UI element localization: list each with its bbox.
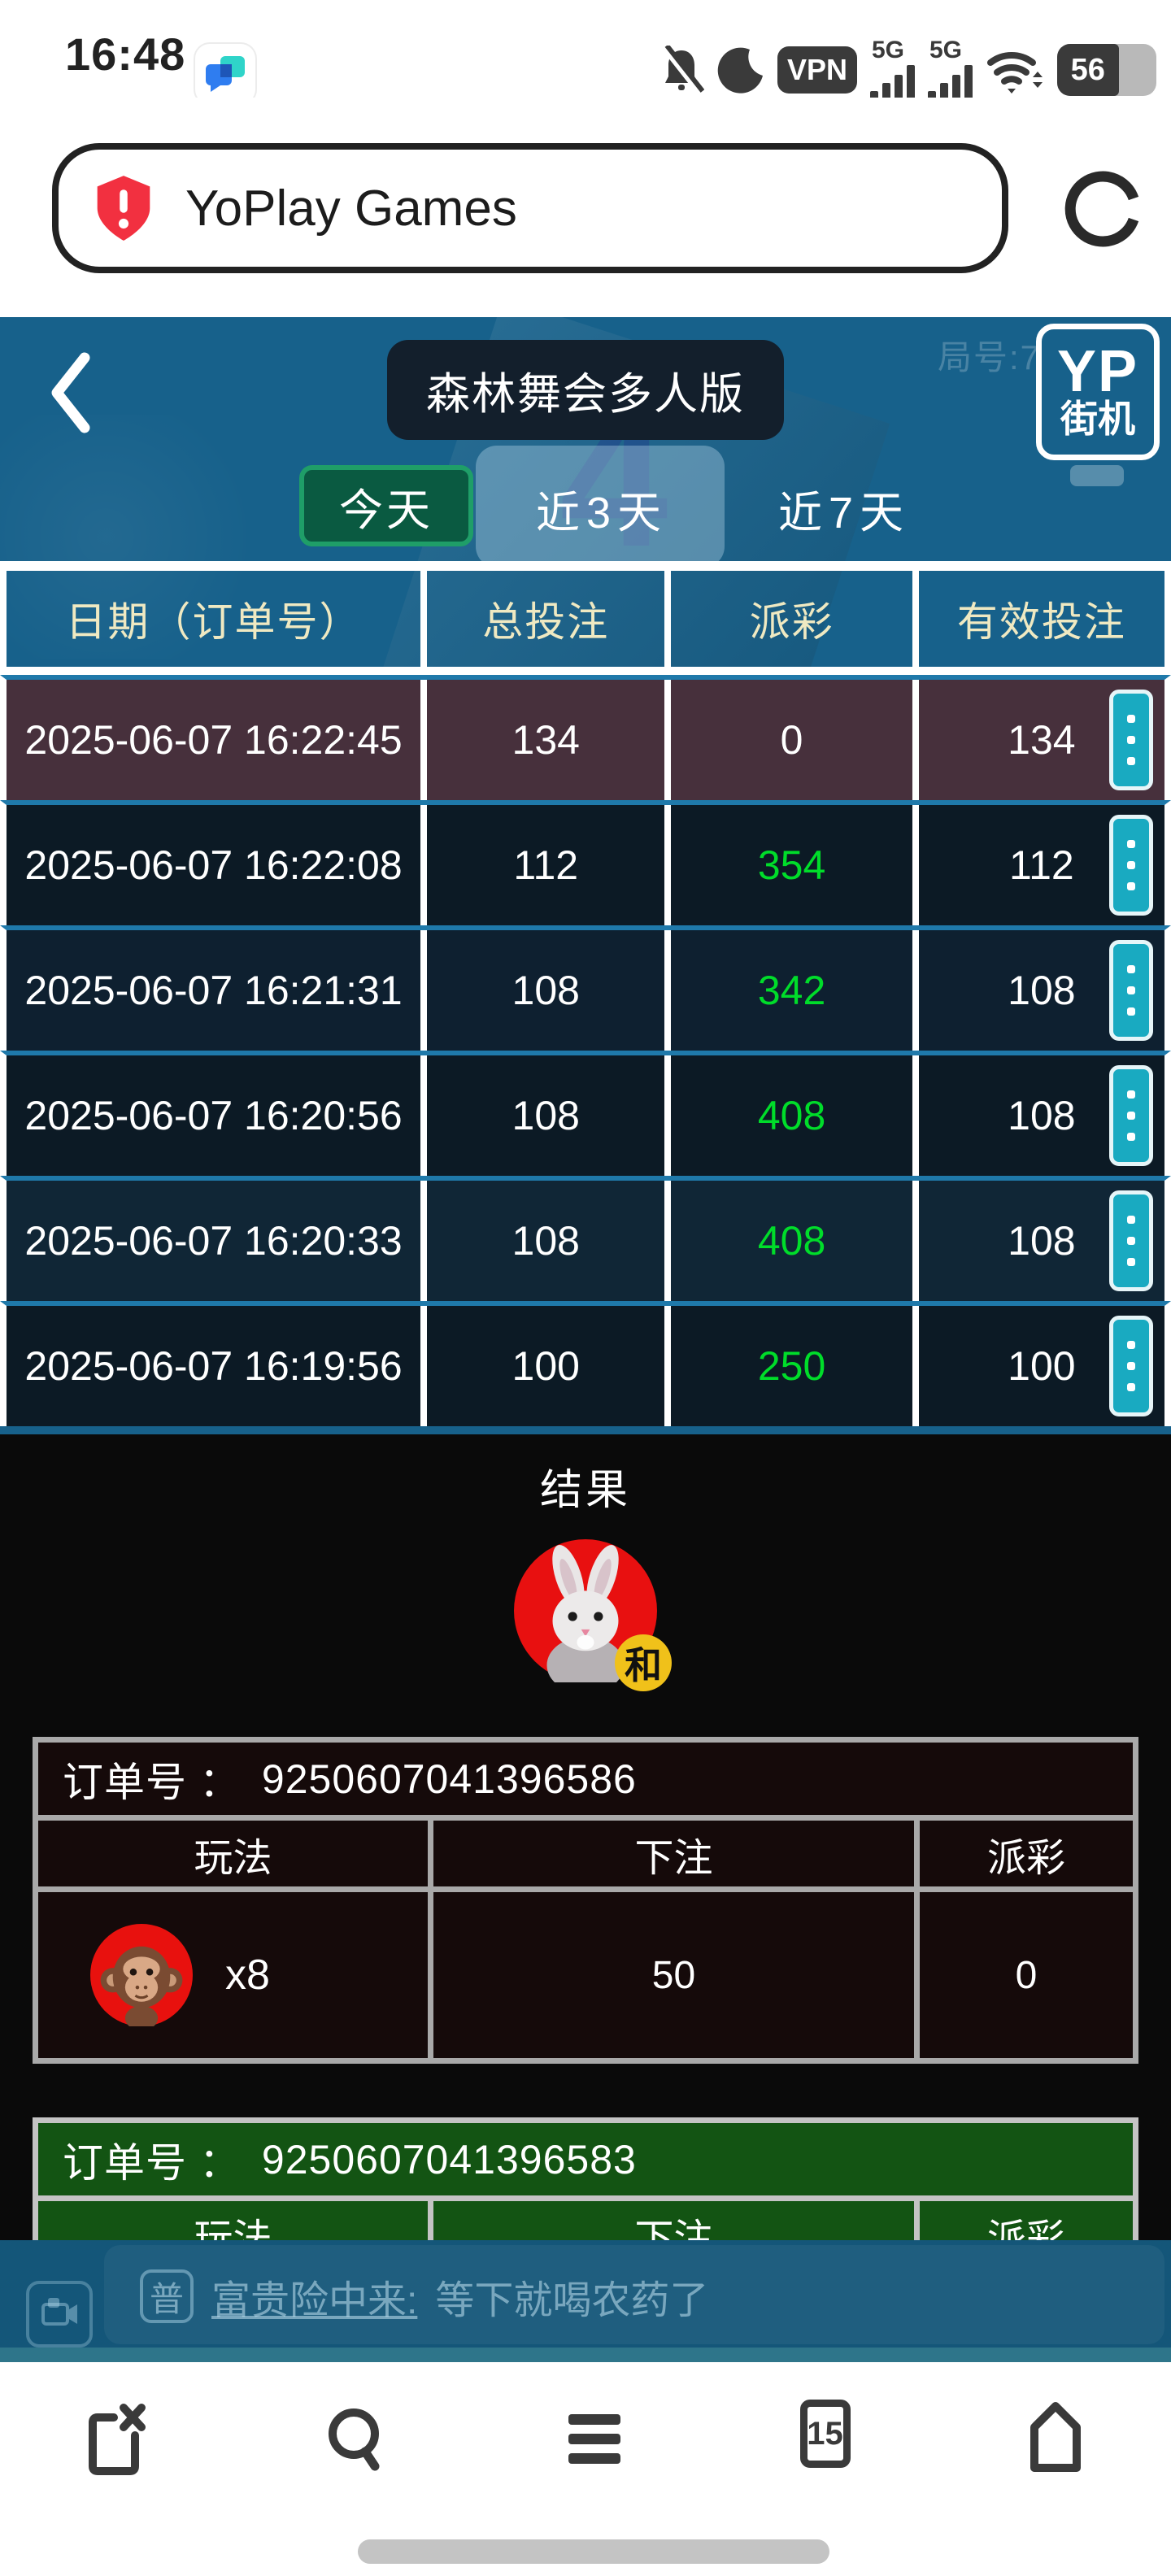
refresh-icon[interactable]: [1062, 168, 1143, 249]
battery-percent: 56: [1070, 52, 1105, 87]
result-title: 结果: [539, 1467, 631, 1514]
col-valid-bet: 有效投注: [956, 599, 1126, 645]
signal-sim2: 5G: [928, 38, 973, 101]
tie-badge: 和: [615, 1634, 672, 1691]
chat-username[interactable]: 富贵险中来:: [211, 2279, 418, 2322]
bet-multiplier: x8: [225, 1952, 270, 1999]
close-tab-icon[interactable]: [81, 2400, 150, 2478]
col-payout: 派彩: [671, 571, 919, 667]
row-actions-button[interactable]: [1109, 815, 1153, 916]
signal-sim1: 5G: [870, 38, 915, 101]
battery-indicator: 56: [1057, 44, 1156, 96]
chat-bubbles-icon: [206, 56, 245, 92]
yp-arcade-logo: YP 街机: [1036, 324, 1160, 460]
order-number-row: 订单号 ： 9250607041396586: [38, 1743, 1133, 1821]
order-number-row: 订单号 ： 9250607041396583: [38, 2123, 1133, 2201]
status-icons: VPN 5G 5G 56: [659, 38, 1156, 101]
vpn-badge: VPN: [777, 46, 857, 94]
tab-counter-button[interactable]: 15: [799, 2400, 851, 2468]
divider: [0, 561, 1171, 571]
order-card-lost: 订单号 ： 9250607041396586 玩法 下注 派彩: [33, 1737, 1138, 2064]
row-actions-button[interactable]: [1109, 1316, 1153, 1416]
col-total-bet: 总投注: [427, 571, 672, 667]
game-viewport: 4 森林舞会多人版 局号:7 YP 街机 今天 近3天 近7天 日期（订单号） …: [0, 317, 1171, 1434]
bet-amount: 50: [433, 1892, 920, 2058]
browser-toolbar: YoPlay Games: [0, 98, 1171, 317]
tab-last-7-days[interactable]: 近7天: [777, 489, 911, 537]
table-row[interactable]: 2025-06-07 16:22:45 134 0 134: [0, 675, 1171, 800]
chat-notification-icon: [194, 42, 257, 106]
home-indicator[interactable]: [358, 2539, 829, 2564]
signal-bars-icon: [928, 65, 973, 101]
chat-bar: 普 富贵险中来: 等下就喝农药了: [0, 2240, 1171, 2362]
monkey-icon: [90, 1924, 193, 2026]
home-icon[interactable]: [1021, 2400, 1090, 2478]
row-actions-button[interactable]: [1109, 940, 1153, 1041]
col-date: 日期（订单号）: [7, 571, 428, 667]
clock: 16:48: [65, 28, 186, 80]
table-row[interactable]: 2025-06-07 16:19:56 100 250 100: [0, 1301, 1171, 1426]
chat-message-panel: [104, 2245, 1164, 2344]
status-bar: 16:48 VPN 5G: [0, 0, 1171, 106]
order-number: 9250607041396586: [261, 1756, 637, 1802]
rabbit-icon: [514, 1539, 657, 1695]
security-warning-icon: [97, 176, 150, 241]
dark-mode-moon-icon: [717, 47, 763, 94]
tab-last-3-days[interactable]: 近3天: [535, 489, 668, 537]
tab-today[interactable]: 今天: [299, 465, 473, 546]
chat-bottom-strip: [0, 2348, 1171, 2362]
row-actions-button[interactable]: [1109, 1065, 1153, 1166]
broadcast-icon[interactable]: [26, 2281, 93, 2348]
result-animal: 和: [514, 1539, 672, 1695]
chat-message: 普 富贵险中来: 等下就喝农药了: [140, 2268, 708, 2325]
result-section: 结果 和 订单号 ： 9250607041396586: [0, 1434, 1171, 2444]
page-title-text: YoPlay Games: [185, 180, 517, 237]
browser-nav-bar: 15: [0, 2362, 1171, 2576]
order-number: 9250607041396583: [261, 2136, 637, 2182]
bet-history-table: 日期（订单号） 总投注 派彩 有效投注 2025-06-07 16:22:45 …: [0, 571, 1171, 1426]
table-row[interactable]: 2025-06-07 16:20:56 108 408 108: [0, 1051, 1171, 1176]
card-bet-row: x8 50 0: [38, 1892, 1133, 2058]
game-title: 森林舞会多人版: [387, 340, 784, 440]
user-level-badge: 普: [140, 2269, 194, 2323]
table-row[interactable]: 2025-06-07 16:20:33 108 408 108: [0, 1176, 1171, 1301]
tab-count: 15: [807, 2415, 843, 2452]
address-bar[interactable]: YoPlay Games: [52, 143, 1008, 273]
back-arrow-icon[interactable]: [42, 348, 99, 437]
round-number: 局号:7: [937, 338, 1041, 376]
wifi-icon: [987, 52, 1043, 94]
chat-text: 等下就喝农药了: [435, 2279, 709, 2322]
card-table-header: 玩法 下注 派彩: [38, 1821, 1133, 1892]
payout-amount: 0: [1015, 1953, 1038, 1997]
signal-bars-icon: [870, 65, 915, 101]
tab-highlight-panel: [476, 446, 725, 568]
table-header: 日期（订单号） 总投注 派彩 有效投注: [0, 571, 1171, 675]
search-icon[interactable]: [321, 2400, 390, 2478]
background-art: [0, 415, 276, 659]
table-row[interactable]: 2025-06-07 16:22:08 112 354 112: [0, 800, 1171, 925]
logo-tab-decoration: [1070, 465, 1124, 486]
table-row[interactable]: 2025-06-07 16:21:31 108 342 108: [0, 925, 1171, 1051]
bell-muted-icon: [661, 46, 704, 94]
menu-icon[interactable]: [560, 2400, 629, 2478]
row-actions-button[interactable]: [1109, 1190, 1153, 1291]
row-actions-button[interactable]: [1109, 690, 1153, 790]
